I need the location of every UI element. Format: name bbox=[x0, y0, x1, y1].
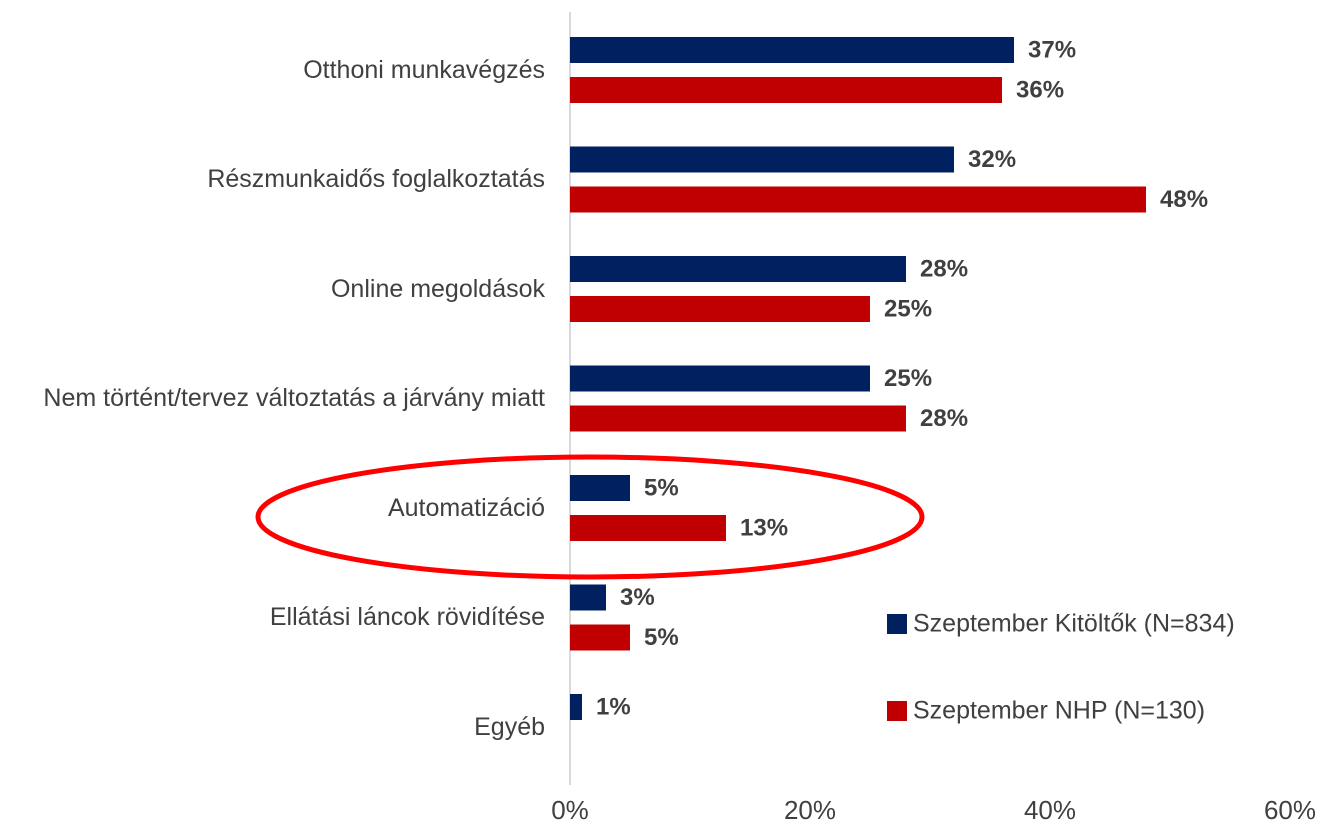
category-text: Otthoni munkavégzés bbox=[303, 55, 545, 84]
x-tick-label: 60% bbox=[1264, 795, 1316, 825]
bar bbox=[570, 694, 582, 720]
value-label: 28% bbox=[920, 405, 968, 432]
value-label: 32% bbox=[968, 146, 1016, 173]
value-label: 13% bbox=[740, 514, 788, 541]
bar bbox=[570, 256, 906, 282]
category-text: Ellátási láncok rövidítése bbox=[269, 603, 545, 631]
value-label: 25% bbox=[884, 365, 932, 392]
bar bbox=[570, 37, 1014, 63]
legend-label: Szeptember NHP (N=130) bbox=[913, 697, 1205, 725]
bar bbox=[570, 365, 870, 392]
value-label: 3% bbox=[620, 584, 655, 611]
value-label: 5% bbox=[644, 474, 679, 501]
legend-swatch bbox=[887, 701, 907, 721]
bar bbox=[570, 296, 870, 322]
category-text: Részmunkaidős foglalkoztatás bbox=[207, 165, 545, 193]
highlight-ellipse bbox=[255, 454, 925, 580]
value-label: 36% bbox=[1016, 76, 1064, 103]
category-label: Egyéb bbox=[0, 677, 545, 777]
bar bbox=[570, 624, 630, 651]
category-label: Online megoldások bbox=[0, 239, 545, 339]
legend-swatch bbox=[887, 614, 907, 634]
category-label: Ellátási láncok rövidítése bbox=[0, 568, 545, 668]
category-text: Online megoldások bbox=[330, 274, 545, 303]
value-label: 1% bbox=[596, 693, 631, 720]
bar bbox=[570, 186, 1146, 213]
bar bbox=[570, 405, 906, 432]
x-tick-label: 40% bbox=[1024, 795, 1076, 825]
category-label: Automatizáció bbox=[0, 458, 545, 558]
bar bbox=[570, 77, 1002, 103]
value-label: 25% bbox=[884, 295, 932, 322]
value-label: 37% bbox=[1028, 36, 1076, 63]
x-tick-label: 0% bbox=[551, 795, 589, 825]
legend-label: Szeptember Kitöltők (N=834) bbox=[913, 610, 1235, 638]
category-label: Részmunkaidős foglalkoztatás bbox=[0, 130, 545, 230]
category-label: Otthoni munkavégzés bbox=[0, 20, 545, 120]
category-label: Nem történt/tervez változtatás a járvány… bbox=[0, 349, 545, 449]
value-label: 5% bbox=[644, 624, 679, 651]
bar bbox=[570, 584, 606, 611]
value-label: 48% bbox=[1160, 186, 1208, 213]
bar bbox=[570, 475, 630, 501]
bar bbox=[570, 515, 726, 541]
bar bbox=[570, 146, 954, 173]
x-tick-label: 20% bbox=[784, 795, 836, 825]
category-text: Nem történt/tervez változtatás a járvány… bbox=[43, 384, 545, 412]
value-label: 28% bbox=[920, 255, 968, 282]
category-text: Automatizáció bbox=[387, 493, 545, 522]
category-text: Egyéb bbox=[474, 712, 545, 741]
